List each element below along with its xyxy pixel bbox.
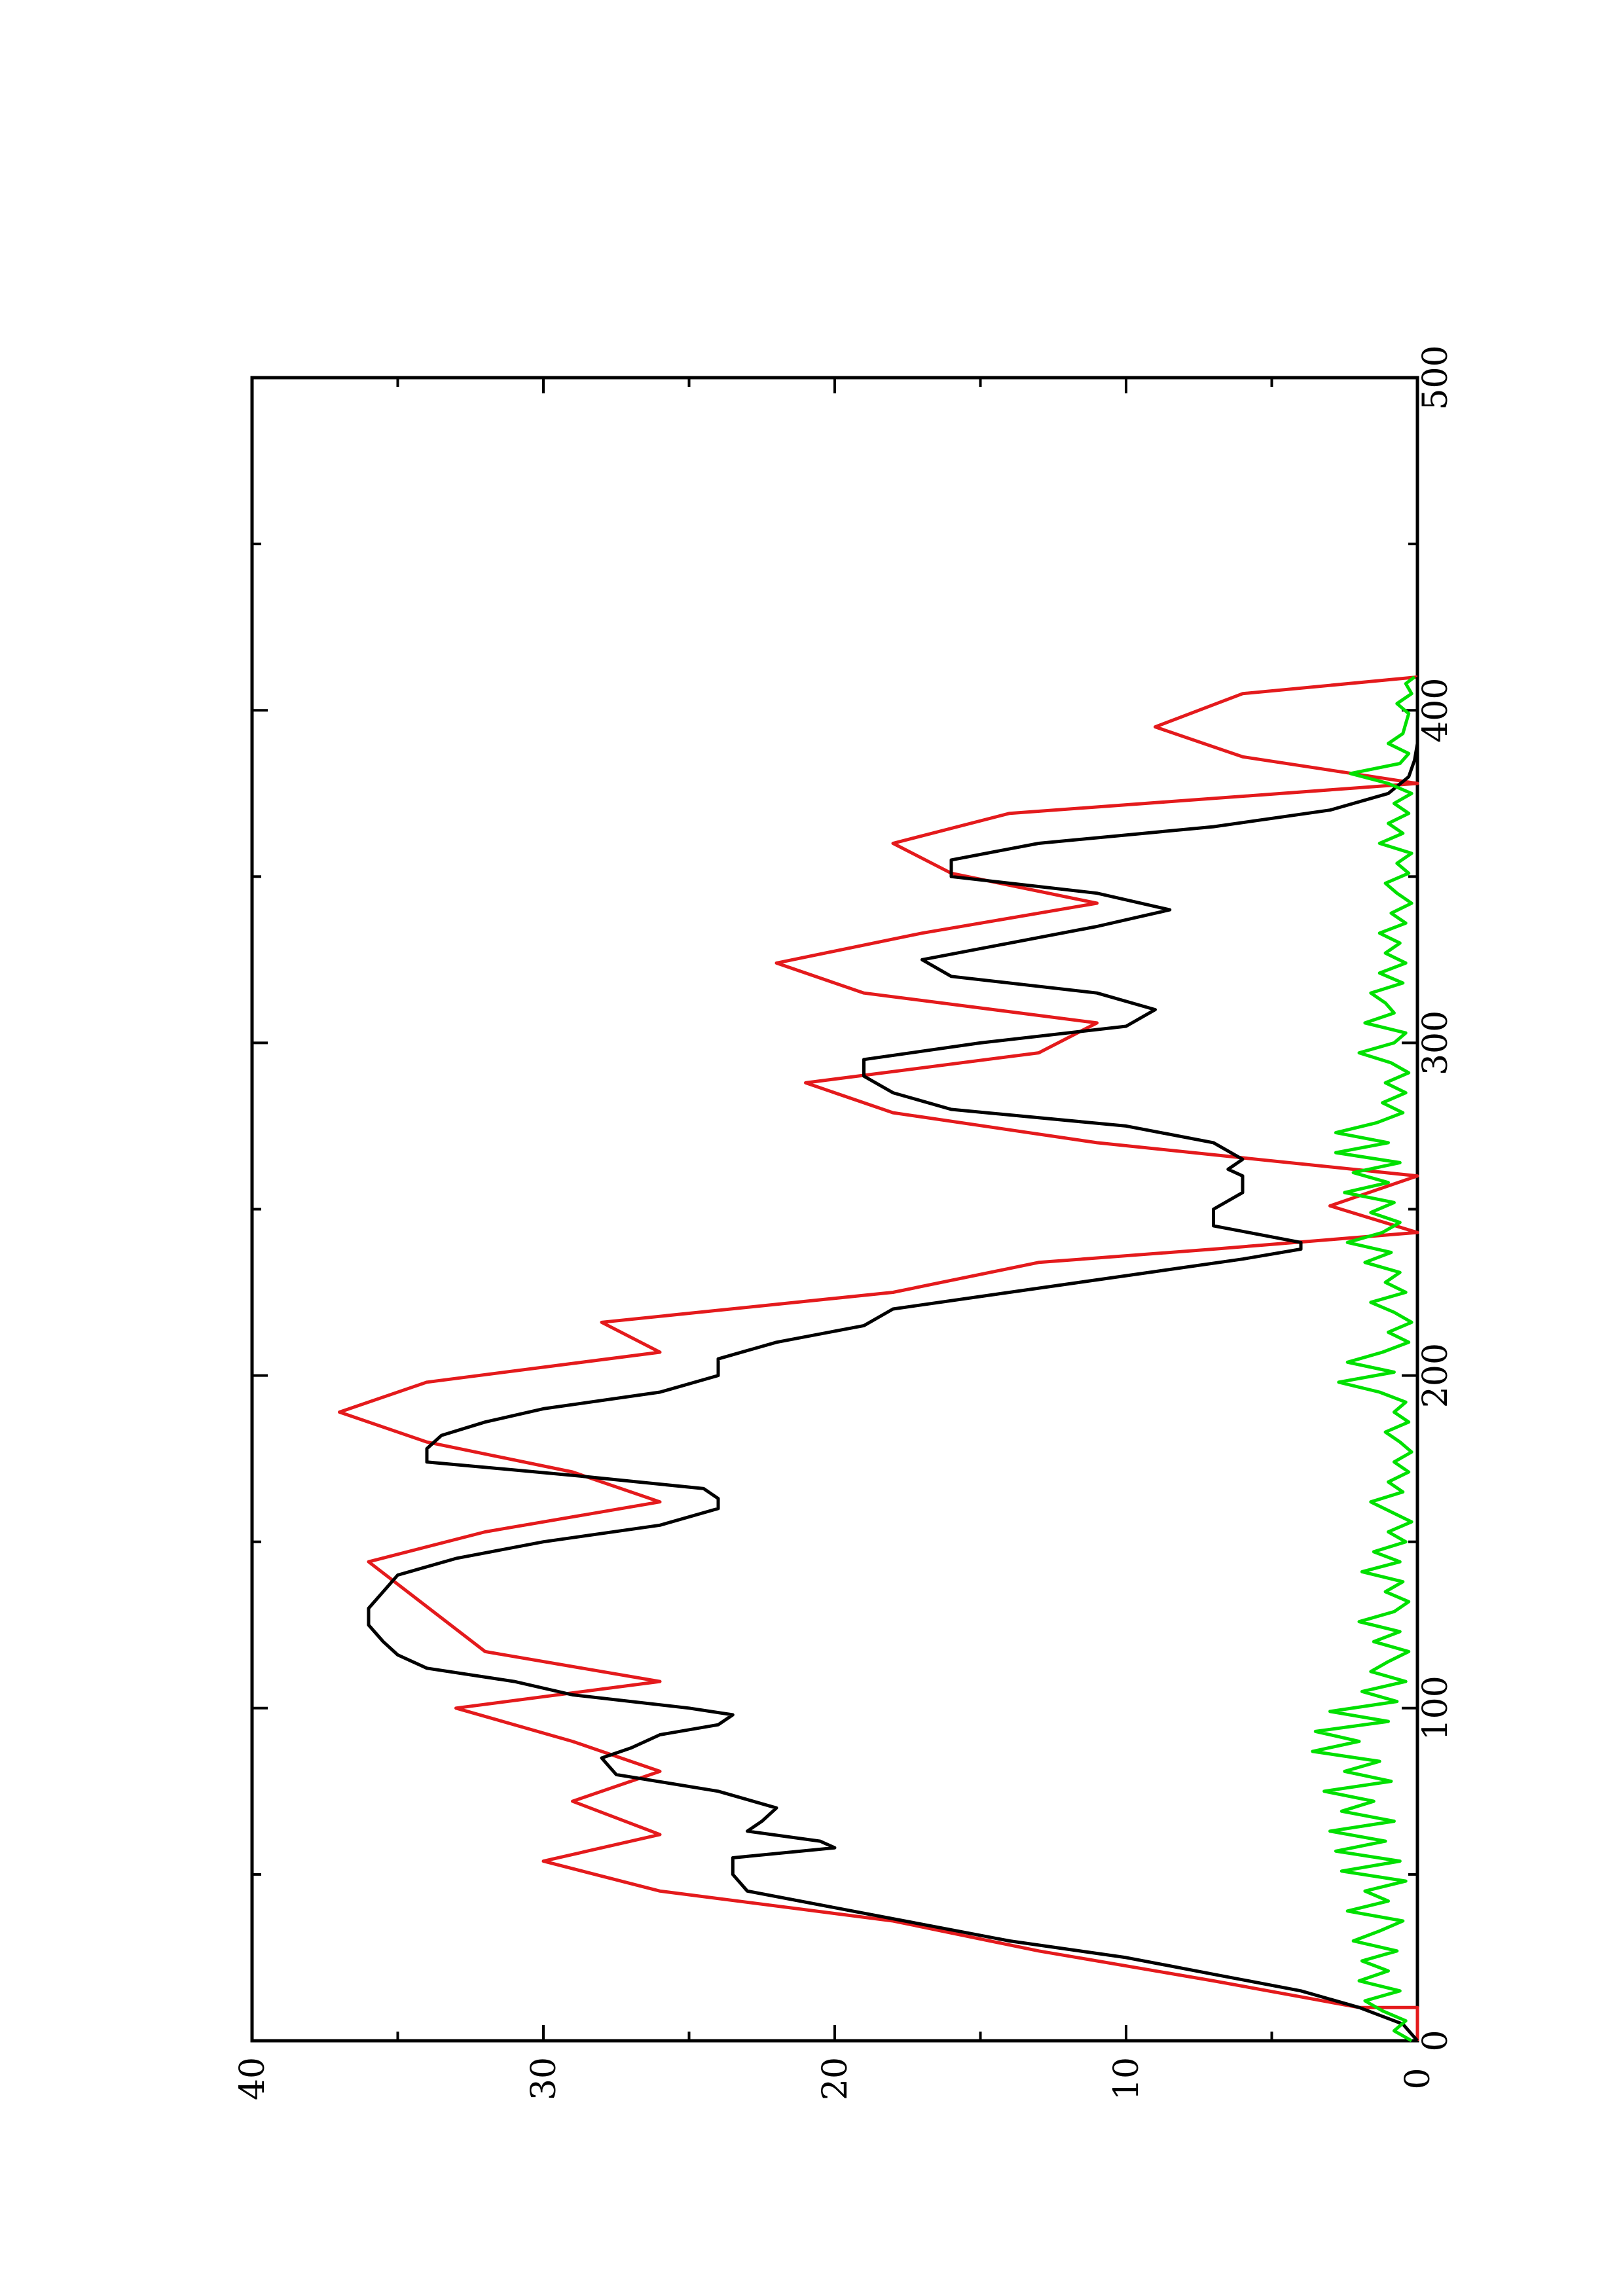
y-tick-label: 40 (233, 2057, 272, 2100)
y-tick-label: 20 (816, 2057, 855, 2100)
axis-ticks (251, 376, 1419, 2042)
x-tick-label: 100 (1416, 1676, 1455, 1740)
y-tick-label: 10 (1107, 2057, 1146, 2100)
plot-frame (250, 376, 1419, 2043)
x-tick-label: 400 (1416, 678, 1455, 743)
tick-labels: 0 100 200 300 400 500 0 10 20 30 40 (233, 345, 1455, 2100)
y-tick-label: 30 (524, 2057, 564, 2100)
x-tick-label: 500 (1416, 345, 1455, 410)
x-tick-label: 300 (1416, 1011, 1455, 1075)
red-step-series (338, 675, 1419, 2041)
series-layer (338, 675, 1419, 2043)
x-tick-label: 200 (1416, 1343, 1455, 1408)
y-tick-label: 0 (1398, 2068, 1438, 2089)
green-noise-series (1311, 675, 1416, 2043)
x-tick-label: 0 (1416, 2030, 1455, 2051)
black-smooth-series (367, 677, 1419, 2042)
